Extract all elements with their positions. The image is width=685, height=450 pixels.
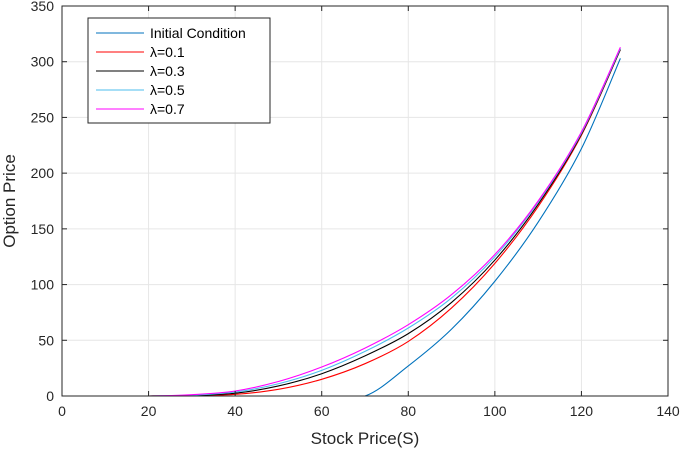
x-tick-label: 80 — [400, 403, 416, 419]
axis-ticks: 0 20 40 60 80 100 120 140 0 50 100 150 200 250 300 350 — [31, 0, 680, 419]
x-tick-label: 120 — [570, 403, 594, 419]
legend-label: λ=0.1 — [150, 44, 185, 60]
legend-label: Initial Condition — [150, 25, 246, 41]
legend: Initial Condition λ=0.1 λ=0.3 λ=0.5 λ=0.7 — [87, 17, 271, 124]
legend-label: λ=0.5 — [150, 82, 185, 98]
x-tick-label: 40 — [227, 403, 243, 419]
x-tick-label: 20 — [141, 403, 157, 419]
y-axis-title: Option Price — [0, 154, 19, 248]
plot-frame — [61, 5, 669, 397]
x-tick-label: 60 — [314, 403, 330, 419]
grid-lines — [62, 6, 668, 396]
y-tick-label: 200 — [31, 165, 55, 181]
y-tick-label: 250 — [31, 109, 55, 125]
y-tick-label: 150 — [31, 221, 55, 237]
x-axis-title: Stock Price(S) — [311, 429, 420, 448]
legend-label: λ=0.7 — [150, 101, 185, 117]
y-tick-label: 100 — [31, 277, 55, 293]
y-tick-label: 350 — [31, 0, 55, 14]
y-tick-label: 0 — [46, 388, 54, 404]
y-tick-label: 300 — [31, 54, 55, 70]
series-line-5 — [61, 46, 621, 397]
x-tick-label: 0 — [58, 403, 66, 419]
x-tick-label: 140 — [656, 403, 680, 419]
legend-label: λ=0.3 — [150, 63, 185, 79]
y-tick-label: 50 — [38, 332, 54, 348]
x-tick-label: 100 — [483, 403, 507, 419]
